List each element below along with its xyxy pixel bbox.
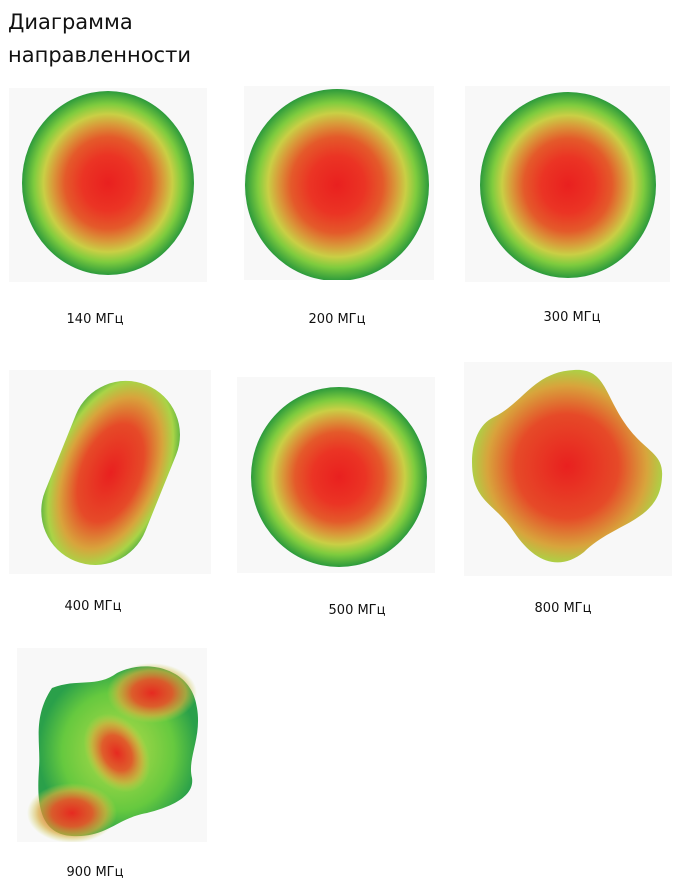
- pattern-shape: [27, 663, 199, 842]
- pattern-shape: [472, 369, 663, 563]
- pattern-image: [9, 88, 207, 282]
- pattern-shape: [251, 387, 427, 567]
- pattern-image: [464, 362, 672, 576]
- pattern-image: [237, 377, 435, 573]
- pattern-shape: [480, 92, 656, 278]
- pattern-image: [244, 86, 434, 280]
- pattern-shape: [245, 89, 429, 280]
- caption: 300 МГц: [543, 310, 601, 325]
- caption: 140 МГц: [66, 312, 124, 327]
- title: Диаграмма направленности: [8, 10, 191, 67]
- caption: 200 МГц: [308, 312, 366, 327]
- caption: 500 МГц: [328, 603, 386, 618]
- pattern-shape: [22, 91, 194, 275]
- caption: 800 МГц: [534, 601, 592, 616]
- caption: 400 МГц: [64, 599, 122, 614]
- pattern-image: [17, 648, 207, 842]
- pattern-shape: [41, 380, 180, 565]
- pattern-image: [9, 370, 211, 574]
- pattern-image: [465, 86, 670, 282]
- caption: 900 МГц: [66, 865, 124, 880]
